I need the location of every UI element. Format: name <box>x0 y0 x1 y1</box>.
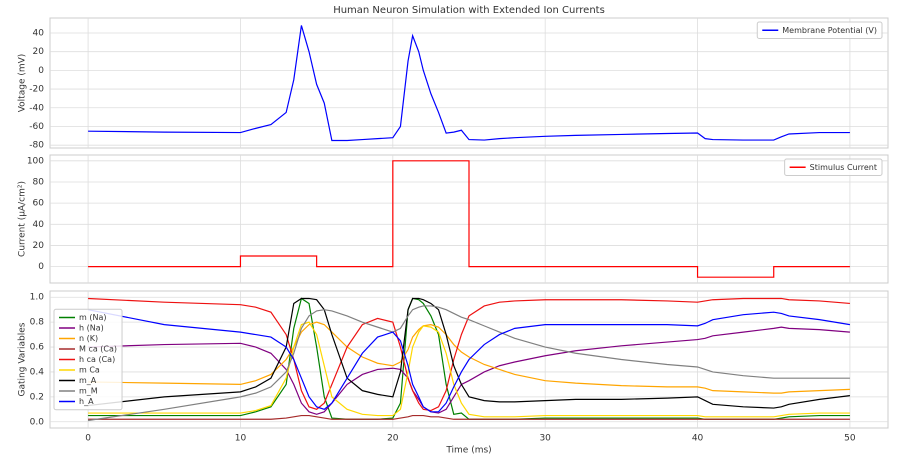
series-line <box>88 297 850 409</box>
y-tick-label: 0.2 <box>30 392 44 402</box>
y-tick-label: 60 <box>33 199 45 209</box>
x-tick-label: 50 <box>844 434 856 444</box>
y-axis-label: Gating Variables <box>18 322 28 396</box>
legend-label: Membrane Potential (V) <box>782 26 877 35</box>
legend: m (Na)h (Na)n (K)M ca (Ca)h ca (Ca)m Cam… <box>53 308 123 411</box>
y-tick-label: -80 <box>29 141 44 151</box>
chart-title: Human Neuron Simulation with Extended Io… <box>333 5 605 16</box>
series-line <box>88 160 850 278</box>
panel: 0 20 40 60 80 100 Current (μA/cm²) Stimulus Cur… <box>18 154 889 284</box>
x-axis-label: Time (ms) <box>445 446 491 456</box>
legend-label: m Ca <box>79 366 100 375</box>
y-tick-label: 0.4 <box>30 367 45 377</box>
x-tick-label: 20 <box>387 434 399 444</box>
x-tick-label: 40 <box>692 434 704 444</box>
series-line <box>88 321 850 418</box>
y-tick-label: -20 <box>29 85 44 95</box>
series-line <box>88 321 850 394</box>
series-line <box>88 414 850 420</box>
y-tick-label: 0 <box>38 66 44 76</box>
legend-label: m (Na) <box>79 313 106 322</box>
y-tick-label: 0.6 <box>30 343 45 353</box>
legend-label: m_M <box>79 387 98 396</box>
series-line <box>88 305 850 422</box>
legend-box <box>53 308 123 411</box>
legend: Stimulus Current <box>784 158 883 176</box>
x-tick-label: 0 <box>85 434 91 444</box>
legend-label: h_A <box>79 397 94 406</box>
y-axis-label: Voltage (mV) <box>18 54 28 113</box>
panel: 0.0 0.2 0.4 0.6 0.8 1.0 0 10 20 30 40 50 Gating Vari… <box>18 290 889 456</box>
panel: -80 -60 -40 -20 0 20 40 Voltage (mV) Membrane Po… <box>18 17 889 151</box>
y-tick-label: -60 <box>29 122 44 132</box>
y-tick-label: 100 <box>27 156 44 166</box>
legend-label: h (Na) <box>79 324 104 333</box>
legend-label: m_A <box>79 376 97 385</box>
legend-label: n (K) <box>79 334 98 343</box>
legend-label: Stimulus Current <box>810 163 877 172</box>
x-tick-label: 30 <box>539 434 551 444</box>
legend-label: h ca (Ca) <box>79 355 115 364</box>
y-tick-label: 80 <box>33 177 45 187</box>
y-tick-label: 0.0 <box>30 417 45 427</box>
legend-box <box>784 158 883 176</box>
legend-box <box>756 21 883 39</box>
legend-label: M ca (Ca) <box>79 345 117 354</box>
legend: Membrane Potential (V) <box>756 21 883 39</box>
y-tick-label: 0 <box>38 262 44 272</box>
series-line <box>88 25 850 142</box>
series-line <box>88 297 850 412</box>
y-tick-label: 20 <box>33 47 45 57</box>
y-tick-label: 1.0 <box>30 293 45 303</box>
y-tick-label: -40 <box>29 103 44 113</box>
y-tick-label: 40 <box>33 28 45 38</box>
x-tick-label: 10 <box>235 434 247 444</box>
series-line <box>87 309 851 413</box>
y-tick-label: 40 <box>33 220 45 230</box>
y-axis-label: Current (μA/cm²) <box>18 181 28 257</box>
y-tick-label: 0.8 <box>30 318 45 328</box>
y-tick-label: 20 <box>33 241 45 251</box>
